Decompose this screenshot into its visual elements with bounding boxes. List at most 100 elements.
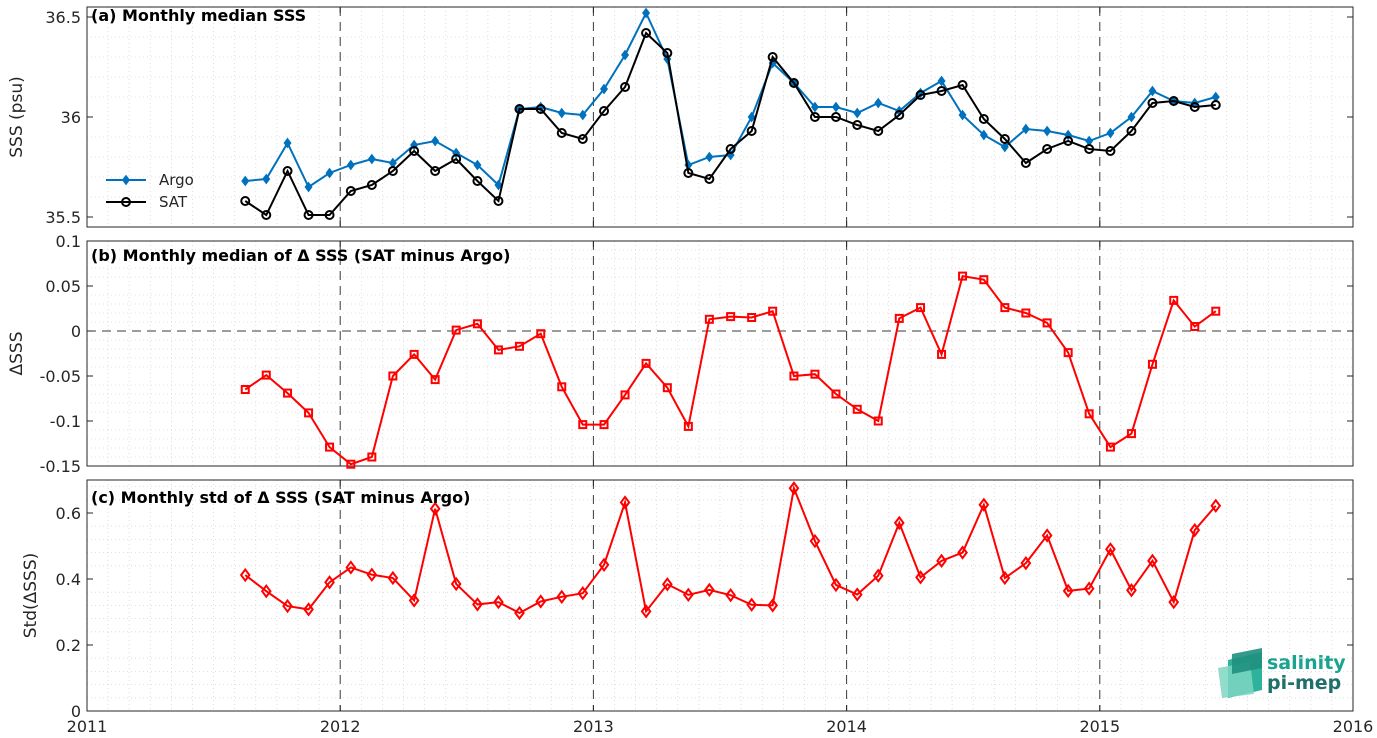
data-point <box>261 210 272 220</box>
data-point <box>746 126 757 136</box>
data-point <box>620 390 630 400</box>
data-point <box>261 370 271 380</box>
data-point <box>304 181 313 193</box>
data-point <box>239 567 251 583</box>
data-point <box>1168 594 1180 610</box>
data-point <box>1063 348 1073 358</box>
data-point <box>1211 306 1221 316</box>
data-point <box>494 179 503 191</box>
axes-box <box>86 240 1354 467</box>
data-point <box>726 312 736 322</box>
data-point <box>1020 158 1031 168</box>
data-point <box>642 7 651 19</box>
data-point <box>430 375 440 385</box>
data-point <box>662 48 673 58</box>
data-point <box>957 80 968 90</box>
y-tick-label: 36.5 <box>45 8 81 27</box>
data-point <box>240 385 250 394</box>
data-point <box>473 159 482 171</box>
data-point <box>450 576 462 592</box>
data-point <box>598 557 610 572</box>
data-point <box>345 186 356 196</box>
data-point <box>535 104 546 114</box>
y-tick-label: 0 <box>71 322 81 341</box>
data-point <box>367 452 377 462</box>
data-point <box>409 349 419 359</box>
data-point <box>1021 308 1031 318</box>
series-line-delta <box>244 484 1217 615</box>
data-point <box>767 52 778 62</box>
data-point <box>557 107 566 119</box>
legend-marker <box>121 197 131 207</box>
data-point <box>577 134 588 144</box>
data-point <box>578 420 588 430</box>
data-point <box>429 501 441 516</box>
data-point <box>346 459 356 469</box>
y-tick-label: 0.1 <box>56 232 81 251</box>
data-point <box>283 388 293 398</box>
y-tick-label: 0.6 <box>56 504 81 523</box>
data-point <box>978 497 990 512</box>
data-point <box>937 75 946 87</box>
panel-delta-sss: -0.15 -0.1 -0.05 0 0.05 0.1 ΔSSS (b) Monthly me… <box>7 232 1354 476</box>
x-tick-label: 2011 <box>67 717 108 736</box>
data-point <box>557 382 567 392</box>
data-point <box>703 582 715 598</box>
data-point <box>1189 522 1201 538</box>
data-point <box>621 49 630 61</box>
data-point <box>662 383 672 393</box>
data-point <box>915 570 926 585</box>
panel-title: (b) Monthly median of Δ SSS (SAT minus A… <box>91 246 510 265</box>
legend: Argo SAT <box>106 171 194 211</box>
x-tick-label: 2016 <box>1333 717 1374 736</box>
data-point <box>282 166 293 176</box>
data-point <box>1147 98 1158 108</box>
data-point <box>957 545 968 560</box>
data-point <box>1063 136 1074 146</box>
data-point <box>556 128 567 138</box>
data-point <box>303 602 314 617</box>
data-point <box>1000 303 1010 313</box>
data-point <box>451 325 461 335</box>
data-point <box>810 101 819 113</box>
logo-mark-icon <box>1218 648 1262 698</box>
data-point <box>1126 126 1137 136</box>
data-point <box>999 134 1010 144</box>
data-point <box>260 584 272 599</box>
data-point <box>894 313 904 323</box>
data-point <box>640 604 652 619</box>
data-point <box>1062 583 1074 599</box>
data-point <box>1126 583 1137 598</box>
series-line-delta <box>244 274 1217 466</box>
data-point <box>852 404 862 414</box>
data-point <box>831 101 840 113</box>
data-point <box>1020 555 1032 571</box>
data-point <box>767 598 779 613</box>
data-point <box>241 175 250 187</box>
data-point <box>578 109 587 121</box>
data-point <box>325 442 335 452</box>
data-point <box>641 28 652 38</box>
panel-title: (c) Monthly std of Δ SSS (SAT minus Argo… <box>91 488 470 507</box>
data-point <box>1021 123 1030 135</box>
data-point <box>682 587 694 603</box>
data-point <box>366 567 378 582</box>
data-point <box>472 319 482 329</box>
legend-label: Argo <box>159 171 194 189</box>
data-point <box>282 598 293 614</box>
y-tick-label: 35.5 <box>45 208 81 227</box>
logo-text-line1: salinity <box>1267 652 1346 674</box>
data-point <box>303 210 314 220</box>
data-point <box>853 107 862 119</box>
x-tick-label: 2014 <box>826 717 867 736</box>
data-point <box>979 275 989 285</box>
data-point <box>915 90 926 100</box>
data-point <box>240 196 251 206</box>
data-point <box>577 586 589 601</box>
logo-text-line2: pi-mep <box>1267 672 1341 694</box>
axes-box <box>86 479 1354 712</box>
data-point <box>1043 125 1052 137</box>
data-point <box>599 106 610 116</box>
data-point <box>893 515 905 531</box>
data-point <box>262 173 271 185</box>
